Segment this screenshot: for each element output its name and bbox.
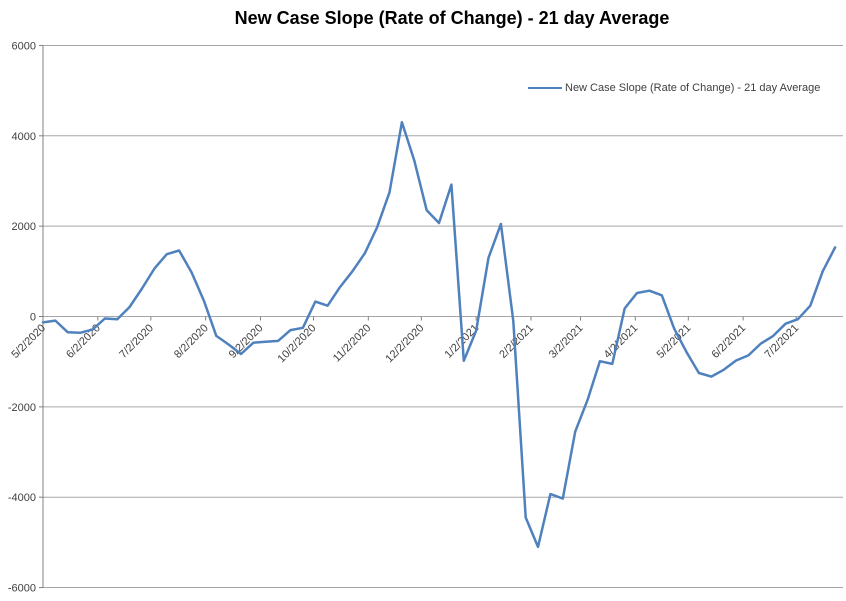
x-axis-label: 3/2/2021	[547, 322, 586, 361]
legend: New Case Slope (Rate of Change) - 21 day…	[528, 82, 820, 94]
x-axis-label: 5/2/2020	[9, 322, 48, 361]
x-axis-label: 7/2/2020	[117, 322, 156, 361]
y-axis-label: 4000	[12, 131, 36, 143]
x-axis-label: 6/2/2021	[709, 322, 748, 361]
legend-label: New Case Slope (Rate of Change) - 21 day…	[565, 82, 821, 94]
y-axis-label: -6000	[8, 583, 36, 595]
x-axis-label: 12/2/2020	[383, 322, 426, 365]
y-axis-label: -2000	[8, 402, 36, 414]
legend-line-sample	[528, 87, 562, 89]
x-axis-label: 2/2/2021	[497, 322, 536, 361]
x-axis-label: 11/2/2020	[331, 322, 374, 365]
y-axis-label: -4000	[8, 492, 36, 504]
y-axis-label: 6000	[12, 40, 36, 52]
chart-title: New Case Slope (Rate of Change) - 21 day…	[234, 8, 670, 28]
x-axis-label: 8/2/2020	[172, 322, 211, 361]
y-axis-label: 2000	[12, 221, 36, 233]
y-axis-label: 0	[30, 312, 36, 324]
series-line	[41, 120, 837, 549]
x-axis-label: 6/2/2020	[64, 322, 103, 361]
